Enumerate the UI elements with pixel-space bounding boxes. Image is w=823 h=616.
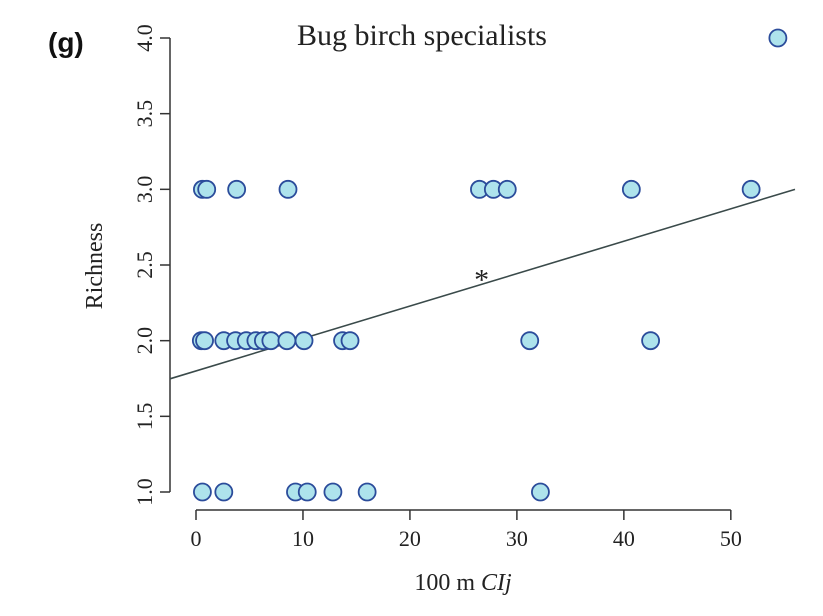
y-tick-label: 1.5 [132,403,157,431]
significance-marker: * [474,264,489,297]
x-tick-label: 40 [613,526,635,551]
x-axis-label-prefix: 100 m [414,570,481,596]
x-tick-label: 10 [292,526,314,551]
data-points [191,28,788,502]
data-point [214,482,234,502]
x-axis: 0 10 20 30 40 50 [191,509,742,551]
x-axis-label-variable: CIj [481,570,512,596]
data-point [323,482,343,502]
data-point [261,331,281,351]
data-point [768,28,788,48]
data-point [741,179,761,199]
data-point [294,331,314,351]
data-point [621,179,641,199]
y-tick-label: 1.0 [132,478,157,506]
y-tick-label: 2.0 [132,327,157,355]
y-tick-label: 4.0 [132,24,157,52]
x-tick-label: 0 [191,526,202,551]
y-tick-label: 3.0 [132,176,157,204]
x-tick-label: 30 [506,526,528,551]
y-axis: 1.0 1.5 2.0 2.5 3.0 3.5 4.0 [132,24,171,506]
y-tick-label: 2.5 [132,251,157,279]
data-point [531,482,550,502]
y-tick-label: 3.5 [132,100,157,128]
data-point [357,482,377,502]
data-point [340,331,360,351]
x-axis-label: 100 m CIj [414,570,512,596]
chart-title: Bug birch specialists [297,19,547,52]
data-point [195,331,214,351]
x-tick-label: 20 [399,526,421,551]
data-point [277,331,297,351]
data-point [278,179,298,199]
data-point [497,179,517,199]
data-point [520,331,540,351]
panel-label: (g) [48,27,84,58]
y-axis-label: Richness [82,223,108,310]
data-point [297,482,317,502]
data-point [193,482,212,502]
data-point [197,179,217,199]
x-tick-label: 50 [720,526,742,551]
data-point [227,179,247,199]
data-point [641,331,660,351]
